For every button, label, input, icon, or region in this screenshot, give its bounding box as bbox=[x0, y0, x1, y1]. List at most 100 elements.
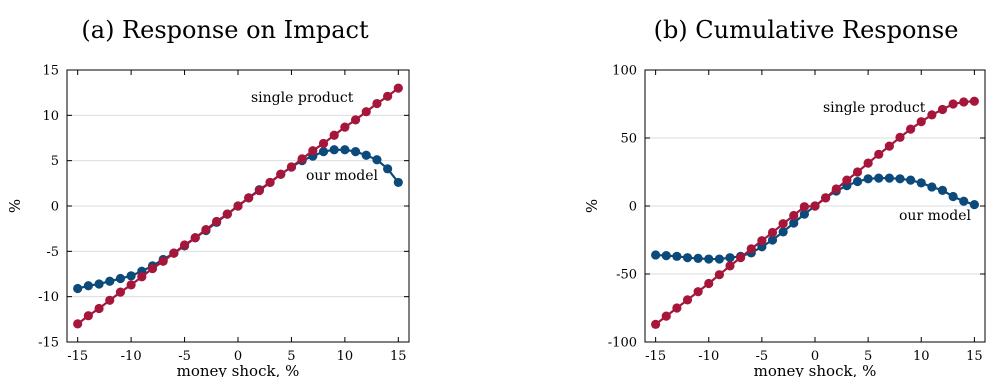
data-point-single bbox=[329, 130, 339, 140]
data-point-ours bbox=[94, 279, 104, 289]
data-point-single bbox=[736, 253, 746, 263]
data-point-ours bbox=[682, 253, 693, 263]
data-point-single bbox=[383, 91, 393, 101]
data-point-single bbox=[789, 210, 799, 221]
data-point-single bbox=[73, 319, 83, 329]
x-tick-label: -5 bbox=[756, 349, 769, 364]
annotation-single: single product bbox=[823, 100, 926, 116]
data-point-ours bbox=[969, 200, 979, 210]
data-point-single bbox=[778, 219, 788, 229]
data-point-single bbox=[863, 158, 873, 168]
data-point-single bbox=[895, 132, 905, 142]
data-point-ours bbox=[789, 218, 799, 228]
data-point-single bbox=[821, 193, 831, 203]
x-tick-label: 10 bbox=[913, 349, 930, 364]
data-point-single bbox=[969, 96, 979, 106]
data-point-single bbox=[190, 233, 200, 243]
data-point-single bbox=[874, 149, 884, 159]
data-point-ours bbox=[884, 173, 894, 183]
data-point-ours bbox=[329, 145, 339, 155]
data-point-single bbox=[661, 311, 671, 321]
chart-title: (b) Cumulative Response bbox=[654, 16, 959, 44]
data-point-ours bbox=[372, 155, 382, 165]
data-point-single bbox=[297, 154, 307, 164]
x-tick-label: 0 bbox=[234, 349, 242, 364]
data-point-ours bbox=[383, 164, 393, 174]
data-point-ours bbox=[916, 178, 926, 188]
data-point-single bbox=[105, 295, 115, 305]
data-point-single bbox=[906, 124, 916, 134]
data-point-single bbox=[308, 146, 318, 156]
data-point-ours bbox=[704, 254, 714, 264]
x-tick-label: 0 bbox=[811, 349, 819, 364]
y-tick-label: -100 bbox=[608, 336, 637, 351]
data-point-ours bbox=[115, 273, 126, 284]
data-point-single bbox=[693, 287, 703, 297]
data-point-ours bbox=[927, 182, 937, 192]
data-point-single bbox=[767, 227, 778, 238]
data-point-single bbox=[137, 272, 147, 282]
data-point-single bbox=[393, 83, 403, 93]
x-tick-label: 5 bbox=[864, 349, 872, 364]
annotation-ours: our model bbox=[306, 168, 379, 184]
data-point-single bbox=[810, 201, 820, 211]
data-point-ours bbox=[350, 147, 361, 157]
x-tick-label: 10 bbox=[337, 349, 354, 364]
data-point-single bbox=[725, 261, 735, 271]
x-tick-label: 15 bbox=[390, 349, 407, 364]
y-tick-label: 5 bbox=[51, 154, 59, 169]
data-point-single bbox=[94, 303, 104, 314]
data-point-ours bbox=[393, 177, 403, 188]
x-tick-label: 5 bbox=[287, 349, 295, 364]
y-axis-label: % bbox=[6, 199, 24, 213]
data-point-ours bbox=[959, 196, 969, 206]
y-tick-label: 100 bbox=[612, 64, 637, 79]
data-point-ours bbox=[714, 254, 724, 264]
data-point-single bbox=[233, 201, 243, 211]
data-point-single bbox=[704, 278, 714, 289]
y-tick-label: -10 bbox=[38, 290, 59, 305]
data-point-single bbox=[147, 263, 158, 274]
x-axis-label: money shock, % bbox=[754, 362, 877, 377]
data-point-single bbox=[169, 248, 179, 258]
data-point-ours bbox=[361, 150, 371, 160]
x-tick-label: 15 bbox=[966, 349, 983, 364]
data-point-single bbox=[682, 295, 693, 305]
chart-panel-1: (a) Response on Impact -15 -10 -5 0 5 10 15 -15 -… bbox=[6, 16, 410, 377]
data-point-single bbox=[340, 122, 350, 132]
y-tick-label: 0 bbox=[51, 200, 59, 215]
data-point-single bbox=[948, 99, 958, 109]
chart-panel-2: (b) Cumulative Response-100-50050100-15-… bbox=[583, 16, 986, 377]
y-tick-label: 15 bbox=[42, 64, 59, 79]
data-point-single bbox=[201, 224, 211, 235]
data-point-single bbox=[212, 216, 222, 227]
data-point-ours bbox=[799, 209, 809, 219]
data-point-single bbox=[222, 209, 232, 219]
data-point-single bbox=[672, 303, 682, 313]
data-point-ours bbox=[105, 276, 115, 286]
data-point-ours bbox=[948, 191, 958, 202]
data-point-ours bbox=[874, 173, 884, 183]
data-point-ours bbox=[340, 145, 350, 155]
data-point-ours bbox=[767, 235, 778, 245]
x-tick-label: -10 bbox=[121, 349, 142, 364]
data-point-single bbox=[842, 175, 852, 185]
data-point-ours bbox=[852, 176, 863, 187]
data-point-single bbox=[361, 107, 371, 117]
data-point-single bbox=[831, 184, 841, 194]
data-point-ours bbox=[651, 250, 661, 260]
data-point-ours bbox=[672, 251, 682, 261]
x-tick-label: -5 bbox=[178, 349, 191, 364]
data-point-single bbox=[372, 98, 382, 109]
data-point-single bbox=[286, 162, 297, 172]
x-tick-label: -15 bbox=[645, 349, 666, 364]
data-point-single bbox=[927, 110, 937, 120]
data-point-ours bbox=[863, 174, 873, 184]
chart-title: (a) Response on Impact bbox=[81, 16, 369, 44]
y-tick-label: 0 bbox=[629, 200, 637, 215]
data-point-single bbox=[799, 202, 809, 212]
data-point-single bbox=[115, 287, 126, 297]
x-tick-label: -10 bbox=[698, 349, 719, 364]
